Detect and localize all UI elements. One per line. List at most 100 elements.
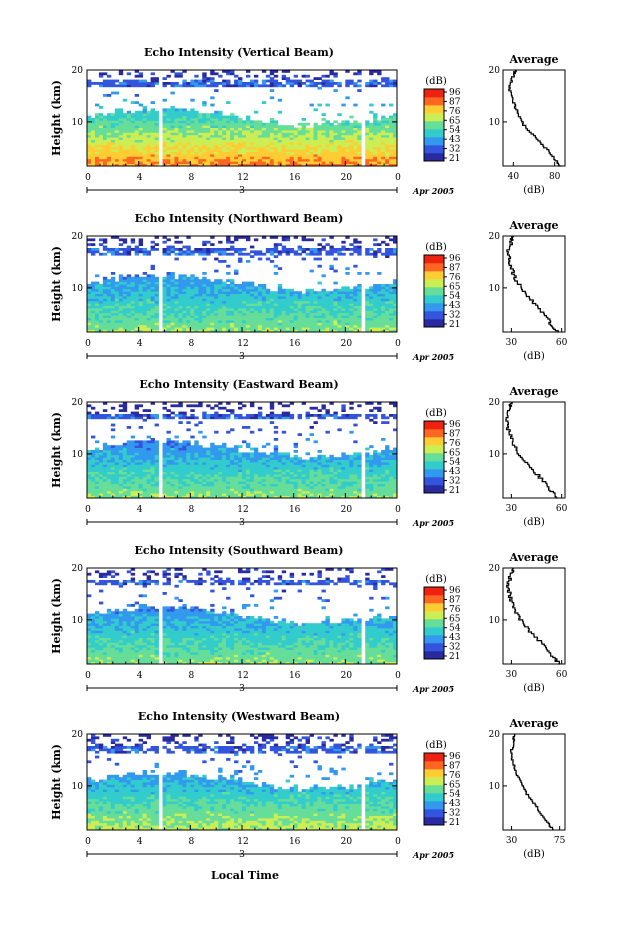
heatmap-cell [126,139,132,143]
heatmap-cell [210,324,215,328]
heatmap-cell [301,248,306,251]
heatmap-cell [194,442,199,446]
heatmap-cell [162,296,167,299]
heatmap-cell [321,146,326,150]
heatmap-cell [182,284,187,287]
heatmap-cell [381,315,386,318]
heatmap-cell [381,127,386,131]
heatmap-cell [194,495,199,498]
heatmap-cell [186,146,191,150]
heatmap-cell [234,158,239,162]
heatmap-cell [182,146,187,150]
heatmap-cell [313,144,318,148]
heatmap-cell [110,149,116,152]
heatmap-cell [190,495,195,498]
heatmap-cell [214,450,219,453]
heatmap-cell [138,300,144,304]
heatmap-cell [365,151,370,155]
heatmap-cell [269,317,275,321]
heatmap-cell [174,252,179,256]
heatmap-cell [106,154,112,157]
heatmap-cell [234,488,239,492]
heatmap-cell [373,252,378,256]
heatmap-cell [214,142,219,145]
heatmap-cell [206,447,211,451]
heatmap-cell [309,293,314,297]
heatmap-cell [289,248,295,251]
heatmap-cell [242,416,247,420]
heatmap-cell [190,416,195,420]
heatmap-cell [249,329,255,332]
heatmap-cell [242,329,247,332]
heatmap-cell [122,471,128,475]
heatmap-cell [134,139,140,143]
heatmap-cell [170,317,175,321]
heatmap-cell [210,130,215,133]
heatmap-cell [198,483,203,487]
heatmap-cell [142,495,148,498]
heatmap-cell [174,452,179,456]
heatmap-cell [357,317,362,321]
heatmap-cell [285,327,291,330]
heatmap-cell [238,284,243,287]
heatmap-cell [329,296,334,299]
heatmap-cell [249,452,255,456]
heatmap-cell [202,79,207,83]
heatmap-cell [349,82,354,85]
heatmap-cell [102,127,108,131]
heatmap-cell [98,288,104,292]
heatmap-cell [130,478,136,482]
heatmap-cell [138,450,144,453]
heatmap-cell [110,324,116,328]
colorbar-swatch [424,263,444,272]
heatmap-cell [273,327,279,330]
heatmap-cell [110,82,116,85]
heatmap-cell [194,146,199,150]
heatmap-cell [142,450,148,453]
heatmap-cell [238,137,243,140]
heatmap-cell [142,118,148,121]
heatmap-cell [349,298,354,302]
heatmap-cell [226,284,231,287]
heatmap-cell [146,84,151,88]
heatmap-cell [94,125,100,128]
heatmap-cell [170,149,175,152]
heatmap-cell [198,118,203,121]
heatmap-cell [174,471,179,475]
heatmap-cell [210,327,215,330]
heatmap-cell [234,329,239,332]
heatmap-cell [90,248,96,251]
heatmap-cell [265,322,271,326]
heatmap-cell [277,161,283,164]
heatmap-cell [381,154,386,157]
heatmap-cell [313,317,318,321]
heatmap-cell [134,125,140,128]
heatmap-cell [357,79,362,83]
heatmap-cell [146,329,151,332]
heatmap-cell [341,137,346,140]
heatmap-cell [134,298,140,302]
heatmap-cell [87,312,92,316]
heatmap-cell [146,118,151,121]
heatmap-cell [146,281,151,285]
heatmap-cell [269,134,275,138]
heatmap-cell [134,469,140,472]
heatmap-cell [226,457,231,460]
heatmap-cell [281,322,287,326]
heatmap-cell [230,163,235,166]
heatmap-cell [365,298,370,302]
heatmap-cell [261,305,267,309]
heatmap-cell [269,149,275,152]
heatmap-cell [369,252,374,256]
heatmap-cell [186,466,191,470]
heatmap-cell [257,286,263,290]
heatmap-cell [377,70,382,73]
heatmap-cell [190,118,195,121]
heatmap-cell [277,149,283,152]
heatmap-cell [226,132,231,136]
heatmap-cell [277,284,283,287]
x-tick-label: 0 [395,173,401,183]
heatmap-cell [174,108,179,112]
heatmap-cell [234,298,239,302]
heatmap-cell [238,416,243,420]
